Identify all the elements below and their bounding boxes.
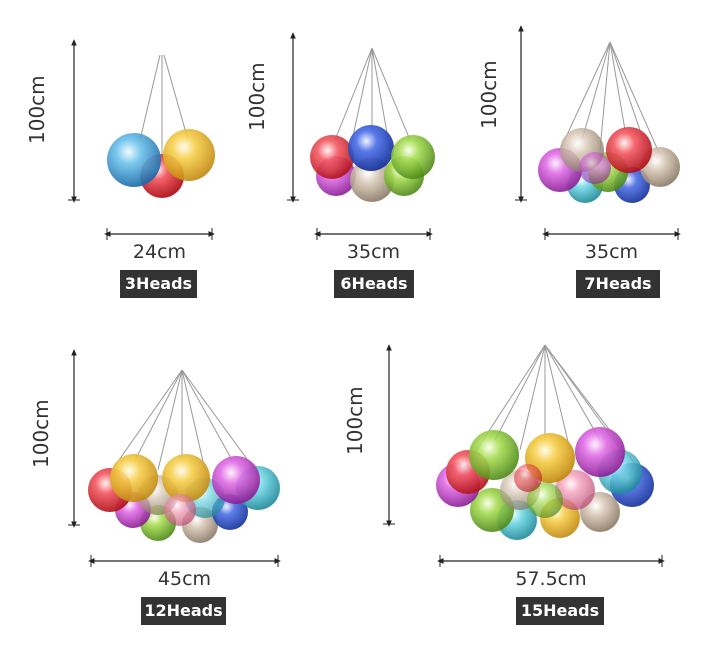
heads-badge-6heads: 6Heads [334, 270, 414, 298]
height-label-7heads: 100cm [477, 60, 501, 129]
heads-badge-15heads: 15Heads [516, 597, 604, 625]
height-label-3heads: 100cm [25, 75, 49, 144]
lamp-15heads [383, 344, 665, 567]
width-label-3heads: 24cm [132, 241, 187, 263]
width-label-6heads: 35cm [346, 241, 401, 263]
width-label-7heads: 35cm [584, 241, 639, 263]
heads-badge-12heads: 12Heads [141, 597, 226, 625]
lamp-7heads [515, 25, 681, 240]
width-label-15heads: 57.5cm [515, 568, 587, 590]
height-label-15heads: 100cm [343, 386, 367, 455]
lamp-6heads [287, 32, 435, 240]
heads-badge-7heads: 7Heads [576, 270, 660, 298]
heads-badge-3heads: 3Heads [120, 270, 197, 298]
height-label-6heads: 100cm [245, 62, 269, 131]
height-label-12heads: 100cm [29, 399, 53, 468]
lamp-3heads [68, 39, 215, 240]
width-label-12heads: 45cm [157, 568, 212, 590]
lamp-12heads [68, 349, 281, 567]
